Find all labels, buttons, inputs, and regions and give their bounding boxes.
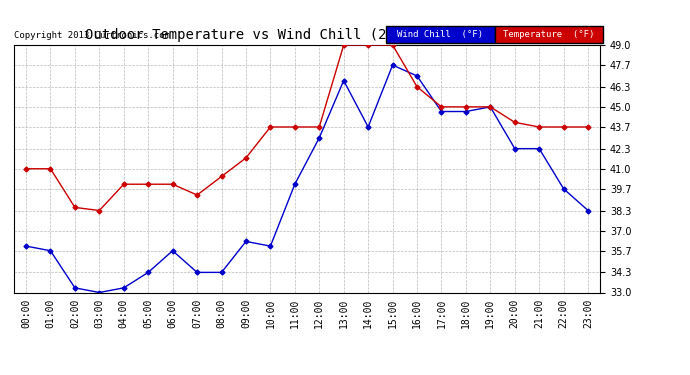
Text: Wind Chill  (°F): Wind Chill (°F) [397,30,484,39]
Text: Temperature  (°F): Temperature (°F) [503,30,595,39]
Title: Outdoor Temperature vs Wind Chill (24 Hours) 20131110: Outdoor Temperature vs Wind Chill (24 Ho… [85,28,529,42]
Text: Copyright 2013 Curtronics.com: Copyright 2013 Curtronics.com [14,31,170,40]
FancyBboxPatch shape [495,26,603,42]
FancyBboxPatch shape [386,26,495,42]
